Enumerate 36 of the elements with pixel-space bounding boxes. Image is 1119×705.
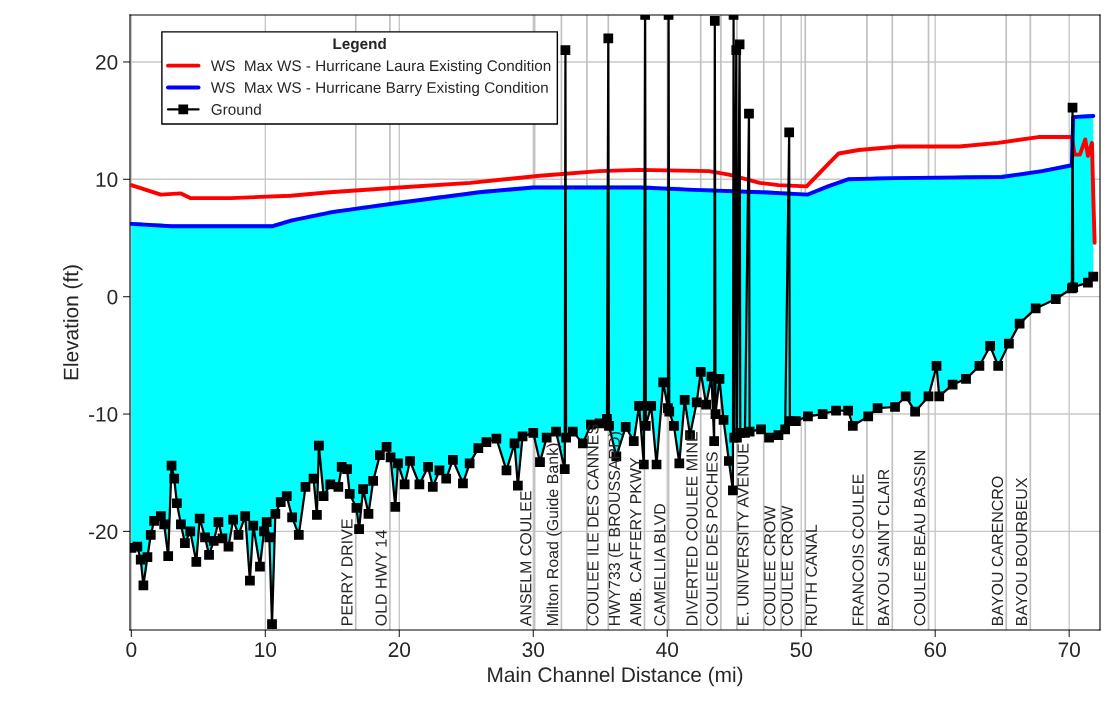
ref-line-label: E. UNIVERSITY AVENUE — [737, 443, 749, 625]
ref-line-label: RUTH CANAL — [805, 524, 817, 625]
x-tick-label: 70 — [1058, 642, 1080, 658]
line-series — [130, 135, 1097, 245]
x-tick-label: 40 — [656, 642, 679, 658]
x-axis-title: Main Channel Distance (mi) — [488, 666, 743, 687]
legend-label: WS Max WS - Hurricane Barry Existing Condition — [210, 81, 548, 97]
ref-line-label: BAYOU BOURBEUX — [1015, 477, 1028, 625]
legend-label: Ground — [211, 103, 261, 115]
ref-line-label: ANSELM COULEE — [520, 491, 532, 627]
ref-line-label: COULEE CROW — [764, 505, 776, 626]
y-tick-label: -10 — [89, 407, 118, 422]
ref-line-label: COULEE CROW — [781, 505, 793, 626]
ref-line-label: Milton Road (Guide Bank) — [546, 443, 562, 625]
y-tick-label: -20 — [89, 524, 118, 540]
ref-line-label: BAYOU CARENCRO — [991, 476, 1004, 625]
x-tick-label: 30 — [522, 642, 545, 658]
ref-line-label: AMB. CAFFERY PKWY — [630, 457, 642, 627]
x-tick-label: 10 — [255, 642, 277, 658]
ref-line-label: BAYOU SAINT CLAIR — [877, 469, 890, 625]
x-tick-label: 50 — [790, 642, 812, 658]
ref-line-label: COULEE DES POCHES — [706, 452, 718, 626]
x-tick-label: 20 — [388, 642, 411, 658]
ref-line-label: CAMELLIA BLVD — [654, 503, 666, 626]
ref-line-label: OLD HWY 14 — [375, 530, 387, 626]
y-tick-label: 0 — [107, 289, 118, 305]
x-tick-label: 60 — [924, 642, 946, 658]
x-tick-label: 0 — [126, 642, 137, 658]
ref-line-label: PERRY DRIVE — [341, 519, 353, 625]
ref-line-label: COULEE BEAU BASSIN — [914, 450, 926, 626]
legend-label: WS Max WS - Hurricane Laura Existing Condition — [210, 59, 551, 75]
legend-title: Legend — [333, 37, 386, 53]
y-axis-title: Elevation (ft) — [63, 265, 83, 380]
y-tick-label: 20 — [96, 54, 118, 70]
ref-line-label: FRANCOIS COULEE — [852, 474, 864, 625]
y-tick-label: 10 — [96, 172, 118, 188]
